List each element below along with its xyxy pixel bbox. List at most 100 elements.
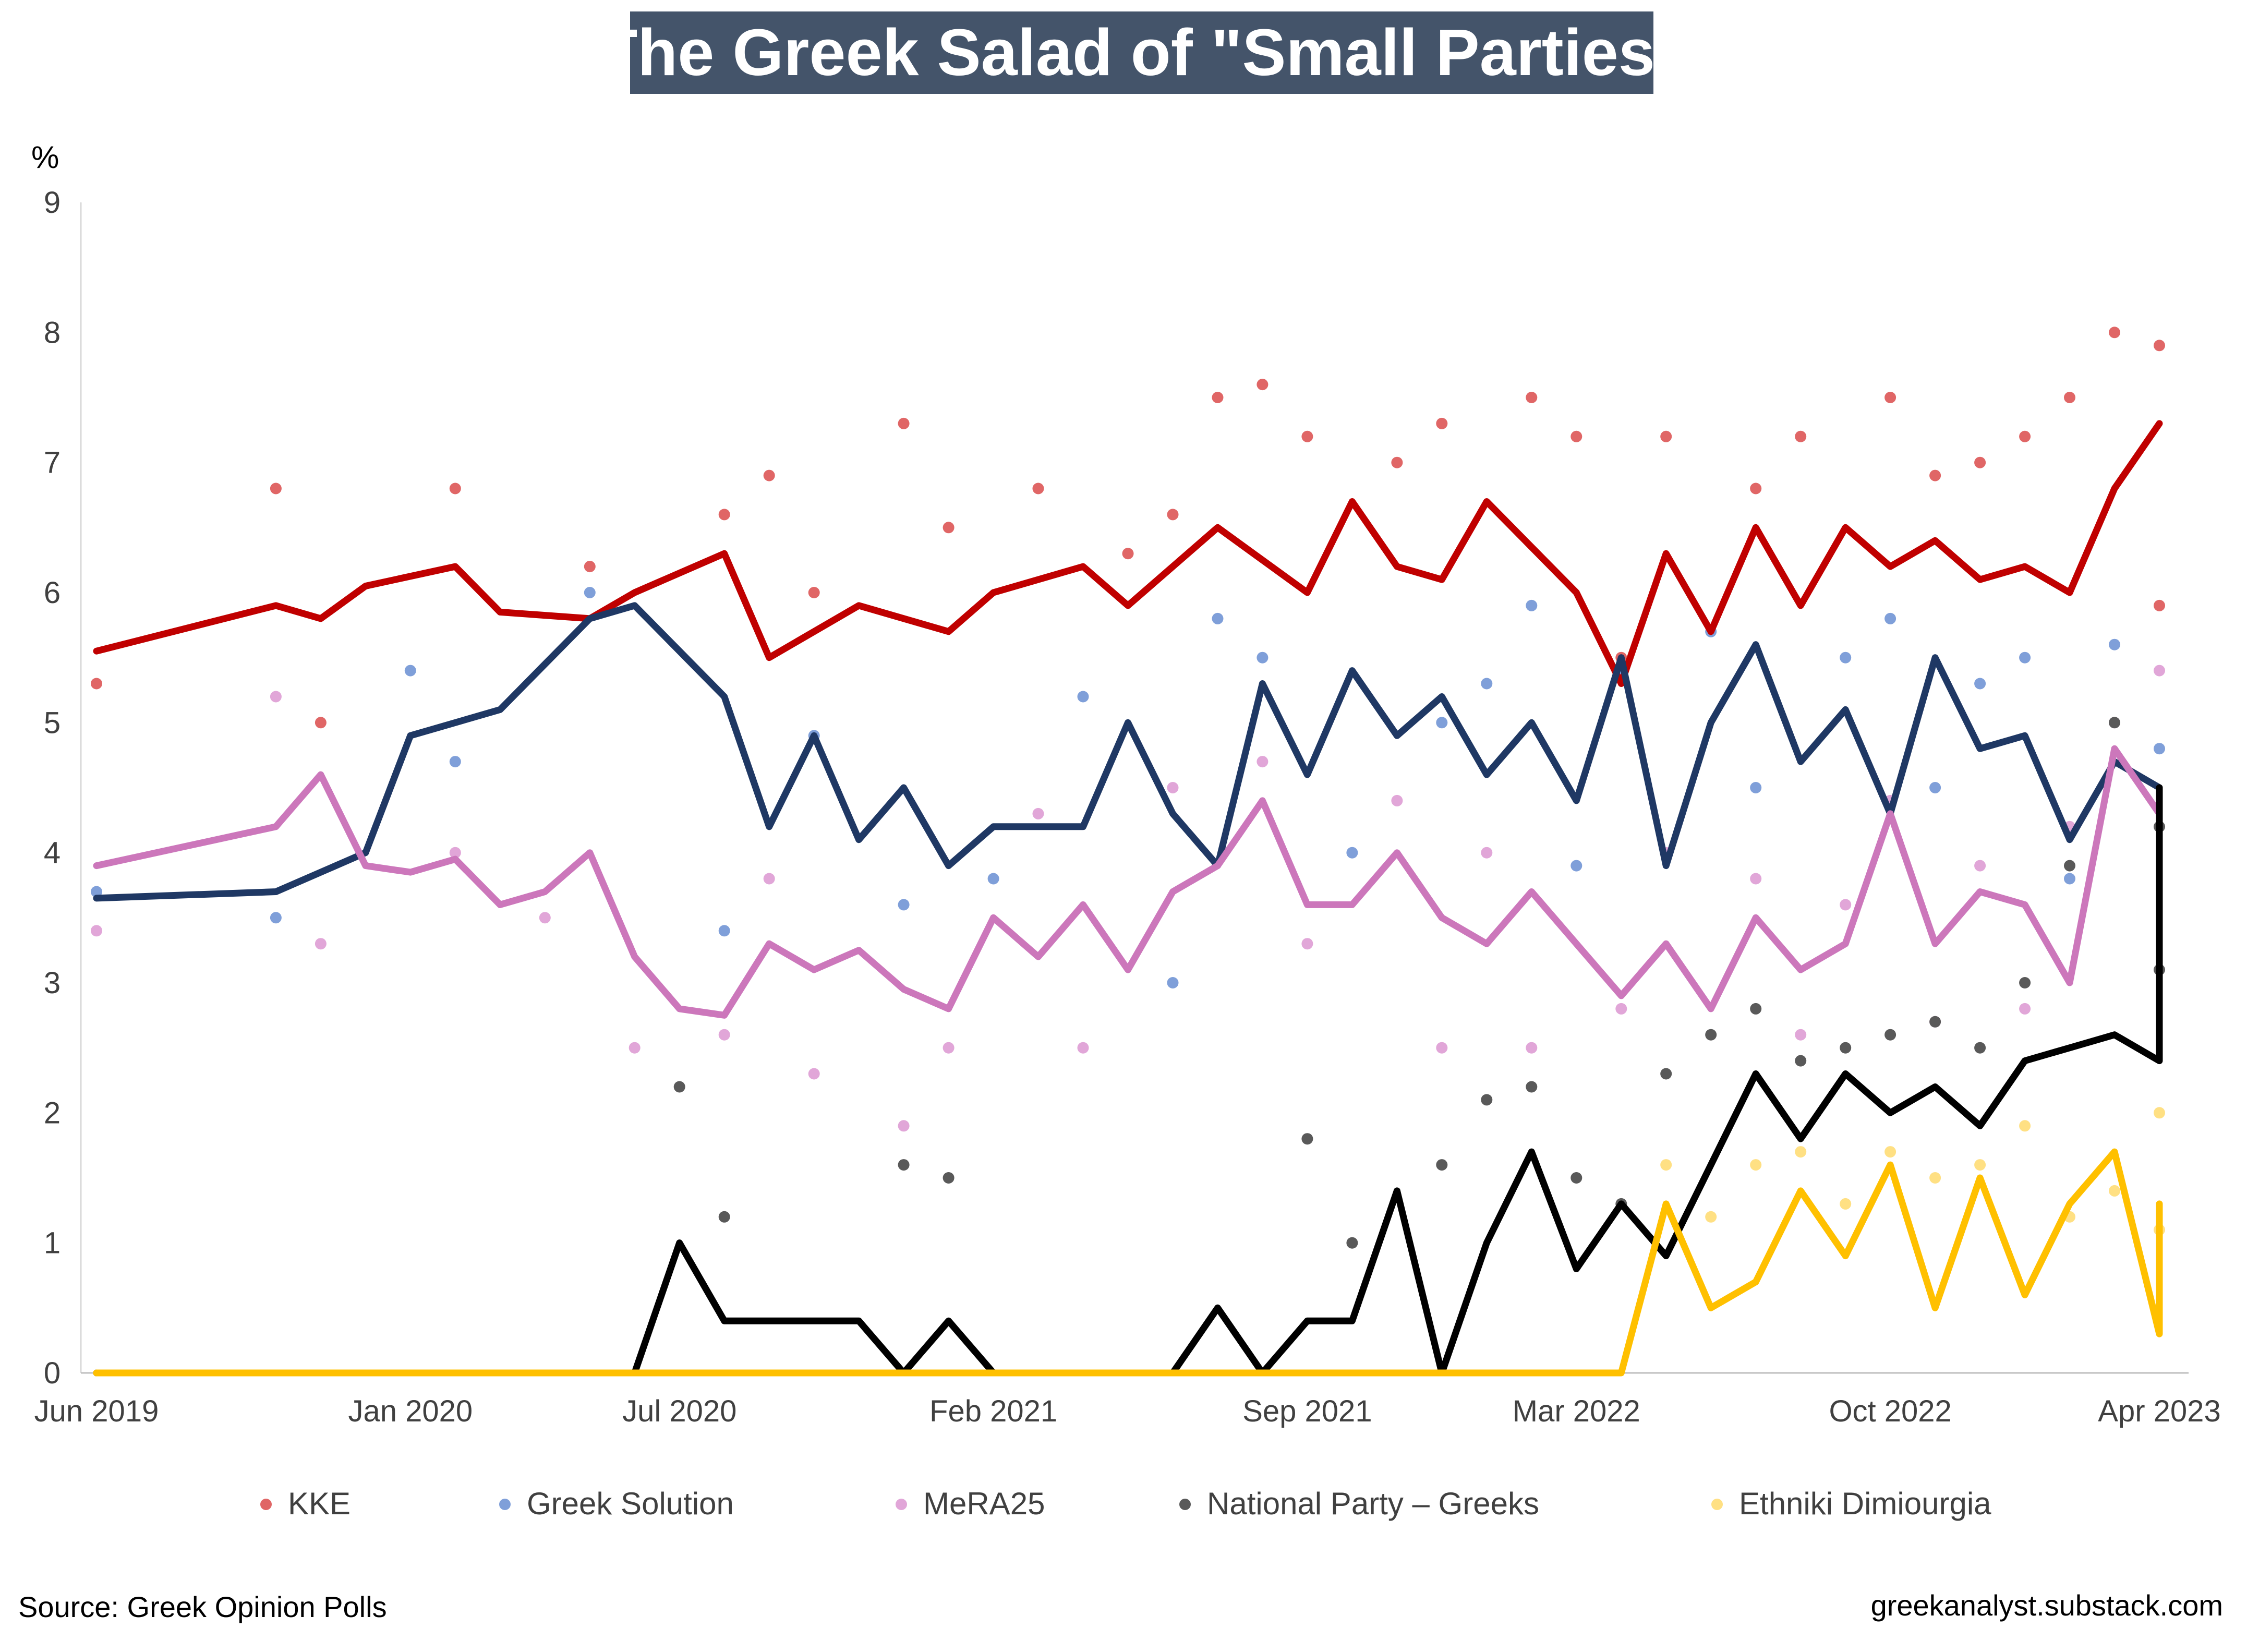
x-tick-label-jul-2020: Jul 2020 [622, 1394, 736, 1428]
mera25-poll-dot-10 [943, 1042, 955, 1054]
chart-title: The Greek Salad of "Small Parties" [597, 16, 1686, 89]
kke-poll-dot-23 [1795, 430, 1807, 442]
kke-poll-dot-24 [1884, 392, 1896, 403]
national-party-greeks-poll-dot-7 [1481, 1094, 1493, 1106]
national-party-greeks-poll-dot-21 [2109, 717, 2120, 729]
ethniki-dimiourgia-poll-dot-11 [2154, 1107, 2165, 1119]
kke-poll-dot-26 [1974, 456, 1986, 468]
x-tick-label-apr-2023: Apr 2023 [2098, 1394, 2220, 1428]
national-party-greeks-poll-dot-16 [1884, 1029, 1896, 1041]
y-tick-label-2: 2 [44, 1096, 61, 1130]
kke-poll-dot-5 [718, 509, 730, 521]
kke-poll-dot-21 [1660, 430, 1672, 442]
greek-solution-poll-dot-0 [91, 886, 102, 898]
kke-poll-dot-31 [2154, 599, 2165, 611]
y-tick-label-5: 5 [44, 706, 61, 740]
legend-marker-national-party-greeks [1179, 1499, 1191, 1510]
y-axis-unit: % [31, 140, 59, 175]
greek-solution-poll-dot-3 [449, 756, 461, 768]
ethniki-dimiourgia-poll-dot-10 [2109, 1185, 2120, 1197]
mera25-poll-dot-31 [2154, 665, 2165, 677]
mera25-poll-dot-15 [1301, 938, 1313, 950]
ethniki-dimiourgia-poll-dot-6 [1929, 1172, 1941, 1184]
y-tick-label-3: 3 [44, 966, 61, 1000]
greek-solution-poll-dot-27 [2109, 638, 2120, 650]
y-tick-label-7: 7 [44, 446, 61, 480]
national-party-greeks-poll-dot-13 [1750, 1003, 1762, 1015]
mera25-poll-dot-18 [1481, 847, 1493, 859]
mera25-poll-dot-19 [1526, 1042, 1538, 1054]
site-credit: greekanalyst.substack.com [1871, 1589, 2223, 1622]
mera25-poll-dot-8 [808, 1068, 820, 1080]
ethniki-dimiourgia-poll-dot-5 [1884, 1146, 1896, 1158]
mera25-poll-dot-2 [315, 938, 327, 950]
source-note: Source: Greek Opinion Polls [18, 1590, 387, 1623]
mera25-poll-dot-9 [898, 1120, 910, 1132]
kke-poll-dot-15 [1301, 430, 1313, 442]
ethniki-dimiourgia-trend-line [93, 1148, 2163, 1377]
kke-poll-dot-6 [763, 469, 775, 481]
greek-solution-poll-dot-13 [1346, 847, 1358, 859]
mera25-poll-dot-0 [91, 925, 102, 937]
national-party-greeks-poll-dot-4 [1301, 1133, 1313, 1145]
ethniki-dimiourgia-poll-dot-3 [1795, 1146, 1807, 1158]
legend-marker-ethniki-dimiourgia [1711, 1499, 1723, 1510]
national-party-greeks-poll-dot-2 [898, 1159, 910, 1171]
greek-solution-poll-dot-21 [1840, 652, 1852, 664]
kke-poll-dot-25 [1929, 469, 1941, 481]
greek-solution-poll-dot-2 [404, 665, 416, 677]
mera25-trend-line [93, 745, 2163, 1019]
x-tick-label-feb-2021: Feb 2021 [929, 1394, 1057, 1428]
kke-poll-dot-19 [1571, 430, 1582, 442]
kke-poll-dot-9 [943, 522, 955, 534]
mera25-poll-dot-17 [1436, 1042, 1448, 1054]
greek-solution-poll-dot-17 [1571, 860, 1582, 872]
kke-trend-line [93, 420, 2163, 687]
y-tick-label-1: 1 [44, 1226, 61, 1260]
kke-poll-dot-2 [315, 717, 327, 729]
legend-label-ethniki-dimiourgia: Ethniki Dimiourgia [1739, 1486, 1991, 1521]
x-tick-label-sep-2021: Sep 2021 [1242, 1394, 1372, 1428]
national-party-greeks-poll-dot-8 [1526, 1081, 1538, 1093]
kke-poll-dot-7 [808, 587, 820, 598]
national-party-greeks-poll-dot-0 [673, 1081, 685, 1093]
greek-solution-poll-dot-16 [1526, 599, 1538, 611]
national-party-greeks-poll-dot-12 [1705, 1029, 1717, 1041]
kke-poll-dot-18 [1526, 392, 1538, 403]
mera25-poll-dot-14 [1257, 756, 1269, 768]
national-party-greeks-poll-dot-15 [1840, 1042, 1852, 1054]
ethniki-dimiourgia-poll-dot-2 [1750, 1159, 1762, 1171]
kke-poll-dot-10 [1032, 483, 1044, 495]
ethniki-dimiourgia-poll-dot-0 [1660, 1159, 1672, 1171]
ethniki-dimiourgia-poll-dot-4 [1840, 1198, 1852, 1210]
scatter-dots [91, 327, 2165, 1249]
greek-solution-poll-dot-26 [2064, 873, 2075, 885]
kke-poll-dot-29 [2109, 327, 2120, 339]
mera25-poll-dot-24 [1840, 899, 1852, 911]
greek-solution-poll-dot-10 [1167, 977, 1179, 988]
greek-solution-poll-dot-8 [987, 873, 999, 885]
x-tick-label-jan-2020: Jan 2020 [348, 1394, 473, 1428]
y-tick-label-9: 9 [44, 186, 61, 220]
greek-solution-poll-dot-11 [1212, 612, 1224, 624]
kke-poll-dot-4 [584, 561, 596, 573]
greek-solution-poll-dot-15 [1481, 678, 1493, 690]
kke-poll-dot-14 [1257, 379, 1269, 391]
national-party-greeks-poll-dot-17 [1929, 1016, 1941, 1028]
greek-solution-poll-dot-22 [1884, 612, 1896, 624]
kke-poll-dot-11 [1122, 548, 1134, 560]
mera25-poll-dot-28 [2019, 1003, 2031, 1015]
greek-solution-poll-dot-25 [2019, 652, 2031, 664]
mera25-poll-dot-4 [539, 912, 551, 924]
legend-marker-mera25 [896, 1499, 907, 1510]
national-party-greeks-poll-dot-6 [1436, 1159, 1448, 1171]
title-group: The Greek Salad of "Small Parties" [597, 11, 1686, 94]
kke-poll-dot-17 [1436, 417, 1448, 429]
national-party-greeks-poll-dot-5 [1346, 1237, 1358, 1249]
national-party-greeks-poll-dot-9 [1571, 1172, 1582, 1184]
kke-poll-dot-13 [1212, 392, 1224, 403]
mera25-poll-dot-13 [1167, 782, 1179, 793]
y-tick-label-4: 4 [44, 836, 61, 870]
kke-poll-dot-27 [2019, 430, 2031, 442]
greek-solution-poll-dot-9 [1077, 691, 1089, 703]
